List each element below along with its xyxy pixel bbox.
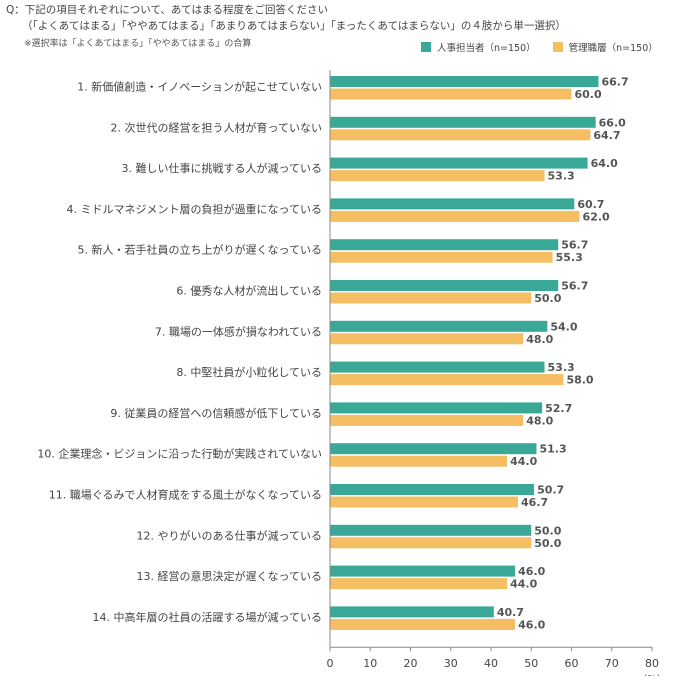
- legend-swatch-managers: [552, 42, 563, 52]
- question-note: ※選択率は「よくあてはまる」「ややあてはまる」の合算: [24, 39, 252, 49]
- category-label: 11. 職場ぐるみで人材育成をする風土がなくなっている: [49, 488, 322, 502]
- data-label: 55.3: [556, 251, 583, 264]
- bar-managers: [330, 374, 564, 386]
- category-label: 2. 次世代の経営を担う人材が育っていない: [111, 120, 322, 134]
- legend-item-hr: 人事担当者（n=150）: [421, 40, 536, 54]
- data-label: 50.7: [537, 484, 564, 497]
- bar-hr: [330, 198, 575, 210]
- category-label: 4. ミドルマネジメント層の負担が過重になっている: [67, 202, 322, 216]
- x-unit-label: (%): [643, 674, 660, 676]
- data-label: 51.3: [539, 443, 566, 456]
- x-tick-label: 50: [524, 657, 538, 670]
- bar-hr: [330, 484, 535, 495]
- data-label: 52.7: [545, 402, 572, 415]
- data-label: 44.0: [510, 455, 537, 468]
- x-tick-label: 80: [645, 657, 659, 670]
- data-label: 58.0: [566, 374, 593, 387]
- legend-swatch-hr: [421, 42, 431, 52]
- bar-hr: [330, 524, 532, 536]
- legend-label-hr: 人事担当者（n=150）: [437, 43, 536, 54]
- bar-hr: [330, 443, 537, 455]
- data-label: 48.0: [526, 414, 553, 427]
- x-tick-label: 20: [404, 657, 418, 670]
- data-label: 56.7: [561, 239, 588, 252]
- bar-hr: [330, 606, 494, 618]
- bar-managers: [330, 251, 553, 263]
- category-label: 6. 優秀な人材が流出している: [176, 284, 322, 298]
- category-label: 5. 新人・若手社員の立ち上がりが遅くなっている: [78, 243, 322, 257]
- category-label: 3. 難しい仕事に挑戦する人が減っている: [122, 161, 322, 175]
- bar-hr: [330, 76, 599, 87]
- data-label: 66.7: [601, 76, 628, 89]
- bar-hr: [330, 402, 543, 414]
- x-tick-label: 40: [484, 657, 498, 670]
- category-label: 14. 中高年層の社員の活躍する場が減っている: [93, 610, 322, 624]
- data-label: 46.0: [518, 618, 545, 631]
- bar-hr: [330, 116, 596, 128]
- data-label: 53.3: [548, 361, 575, 374]
- x-tick-label: 10: [363, 657, 377, 670]
- bar-managers: [330, 537, 532, 549]
- bar-managers: [330, 170, 545, 182]
- bar-managers: [330, 333, 524, 345]
- legend-label-managers: 管理職層（n=150）: [568, 43, 658, 54]
- data-label: 60.7: [577, 198, 604, 211]
- x-tick-label: 0: [327, 657, 334, 670]
- bar-managers: [330, 414, 524, 426]
- category-label: 12. やりがいのある仕事が減っている: [137, 528, 322, 542]
- x-tick-label: 60: [565, 657, 579, 670]
- bar-hr: [330, 239, 559, 251]
- question-options: （「よくあてはまる」「ややあてはまる」「あまりあてはまらない」「まったくあてはま…: [22, 20, 566, 32]
- data-label: 50.0: [534, 292, 561, 305]
- data-label: 53.3: [548, 170, 575, 183]
- category-label: 1. 新価値創造・イノベーションが起こせていない: [77, 80, 322, 94]
- bar-managers: [330, 88, 572, 100]
- data-label: 64.7: [593, 129, 620, 142]
- bar-hr: [330, 280, 559, 291]
- bar-hr: [330, 565, 516, 577]
- category-label: 7. 職場の一体感が損なわれている: [155, 324, 322, 338]
- bar-managers: [330, 496, 518, 508]
- question-title: Q：下記の項目それぞれについて、あてはまる程度をご回答ください: [6, 4, 329, 16]
- bar-managers: [330, 129, 591, 141]
- category-label: 13. 経営の意思決定が遅くなっている: [137, 569, 322, 583]
- category-label: 10. 企業理念・ビジョンに沿った行動が実践されていない: [37, 447, 322, 461]
- category-label: 8. 中堅社員が小粒化している: [176, 365, 322, 379]
- legend-item-managers: 管理職層（n=150）: [552, 40, 658, 54]
- bar-managers: [330, 292, 532, 304]
- data-label: 44.0: [510, 578, 537, 591]
- x-tick-label: 30: [444, 657, 458, 670]
- category-label: 9. 従業員の経営への信頼感が低下している: [110, 406, 322, 420]
- bar-managers: [330, 618, 516, 630]
- x-tick-label: 70: [605, 657, 619, 670]
- bar-hr: [330, 361, 545, 373]
- chart-legend: 人事担当者（n=150） 管理職層（n=150）: [421, 40, 672, 55]
- bar-hr: [330, 320, 548, 332]
- bar-managers: [330, 210, 580, 222]
- bar-managers: [330, 578, 508, 590]
- data-label: 40.7: [497, 606, 524, 619]
- bar-hr: [330, 157, 588, 169]
- data-label: 48.0: [526, 333, 553, 346]
- data-label: 50.0: [534, 524, 561, 537]
- data-label: 64.0: [591, 157, 618, 170]
- data-label: 46.7: [521, 496, 548, 509]
- data-label: 46.0: [518, 565, 545, 578]
- data-label: 50.0: [534, 537, 561, 550]
- data-label: 66.0: [599, 116, 626, 129]
- data-label: 56.7: [561, 280, 588, 293]
- data-label: 60.0: [575, 88, 602, 101]
- data-label: 62.0: [583, 210, 610, 223]
- bar-managers: [330, 455, 508, 467]
- data-label: 54.0: [550, 320, 577, 333]
